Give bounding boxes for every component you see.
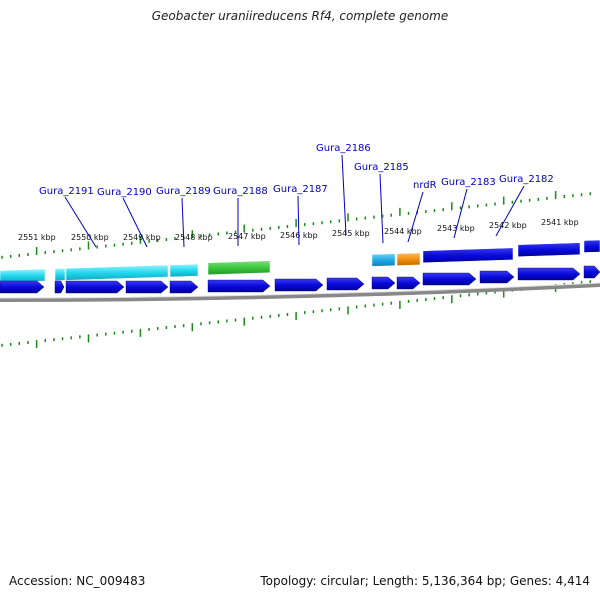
gene-label-gura_2186[interactable]: Gura_2186 [316,143,371,154]
cds-arrow[interactable] [125,280,169,294]
scale-label: 2542 kbp [489,221,527,230]
gene-label-gura_2191[interactable]: Gura_2191 [39,186,94,197]
scale-label: 2544 kbp [384,227,422,236]
scale-label: 2547 kbp [228,232,266,241]
feature-block[interactable] [583,239,600,253]
label-leader-line [341,154,347,236]
accession-text: Accession: NC_009483 [9,574,146,588]
feature-block[interactable] [65,264,169,281]
label-leader-line [453,188,468,239]
feature-block[interactable] [422,247,514,264]
cds-arrow[interactable] [169,280,199,294]
cds-arrow[interactable] [0,280,45,294]
gene-label-gura_2189[interactable]: Gura_2189 [156,186,211,197]
cds-track [0,265,600,294]
label-leader-line [379,173,384,244]
cds-arrow[interactable] [326,277,365,291]
cds-arrow[interactable] [479,270,515,284]
feature-block[interactable] [54,268,66,281]
label-leader-line [64,196,97,248]
feature-block[interactable] [0,268,46,283]
gene-label-gura_2190[interactable]: Gura_2190 [97,187,152,198]
cds-arrow[interactable] [274,278,324,292]
feature-block[interactable] [517,242,581,257]
cds-arrow[interactable] [207,279,271,293]
page-title: Geobacter uraniireducens Rf4, complete g… [151,9,449,23]
scale-label: 2541 kbp [541,218,579,227]
cds-arrow[interactable] [422,272,477,286]
cds-arrow[interactable] [371,276,396,290]
label-leader-line [122,197,148,248]
cds-arrow[interactable] [65,280,125,294]
backbone-highlight [0,282,600,299]
cds-arrow[interactable] [54,280,65,294]
scale-label: 2543 kbp [437,224,475,233]
scale-label: 2551 kbp [18,233,56,242]
feature-block[interactable] [169,263,199,278]
gene-label-gura_2187[interactable]: Gura_2187 [273,184,328,195]
genome-backbone [0,282,600,302]
cds-arrow[interactable] [396,276,421,290]
label-leaders [64,154,525,248]
label-leader-line [181,197,185,248]
label-leader-line [495,185,525,237]
label-leader-line [407,191,424,243]
cds-arrow[interactable] [517,267,581,281]
gene-label-gura_2182[interactable]: Gura_2182 [499,174,554,185]
feature-block[interactable] [396,252,421,266]
genome-summary: Topology: circular; Length: 5,136,364 bp… [260,574,590,588]
scale-label: 2548 kbp [175,233,213,242]
feature-block[interactable] [371,253,396,267]
feature-block[interactable] [207,260,271,275]
gene-label-gura_2185[interactable]: Gura_2185 [354,162,409,173]
gene-label-gura_2183[interactable]: Gura_2183 [441,177,496,188]
gene-label-gura_2188[interactable]: Gura_2188 [213,186,268,197]
features-track [0,239,600,283]
gene-labels: Gura_2191 Gura_2190 Gura_2189 Gura_2188 Gura… [39,143,554,198]
gene-label-nrdr[interactable]: nrdR [413,180,437,191]
label-leader-line [297,195,300,246]
cds-arrow[interactable] [583,265,600,279]
scale-label: 2545 kbp [332,229,370,238]
backbone-line [0,283,600,302]
